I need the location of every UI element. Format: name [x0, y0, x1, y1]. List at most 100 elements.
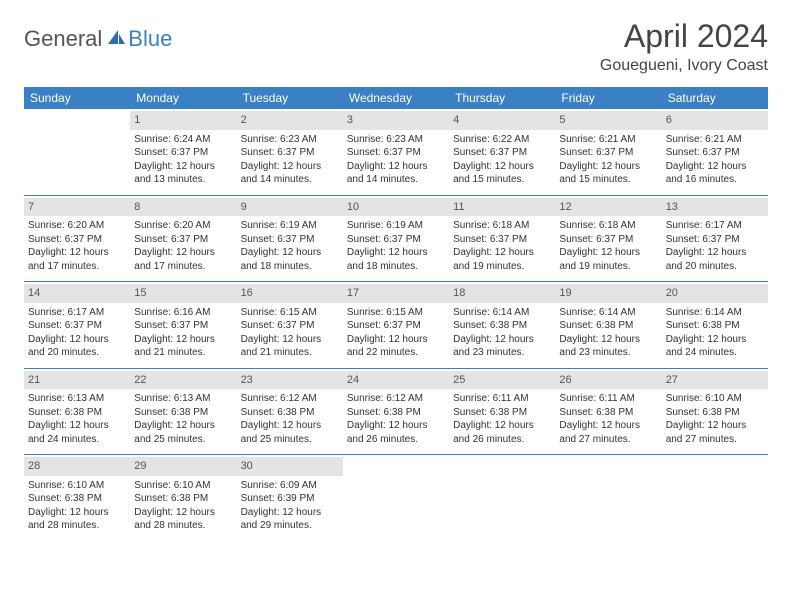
daylight-text: and 13 minutes. [134, 173, 232, 187]
daylight-text: Daylight: 12 hours [347, 246, 445, 260]
daylight-text: Daylight: 12 hours [347, 333, 445, 347]
daylight-text: and 21 minutes. [134, 346, 232, 360]
sunset-text: Sunset: 6:38 PM [28, 492, 126, 506]
sunset-text: Sunset: 6:37 PM [453, 233, 551, 247]
daylight-text: and 15 minutes. [559, 173, 657, 187]
day-number: 5 [555, 111, 661, 130]
sunrise-text: Sunrise: 6:18 AM [559, 219, 657, 233]
sunset-text: Sunset: 6:37 PM [134, 319, 232, 333]
sunset-text: Sunset: 6:38 PM [559, 406, 657, 420]
daylight-text: and 27 minutes. [559, 433, 657, 447]
daylight-text: Daylight: 12 hours [453, 246, 551, 260]
sunrise-text: Sunrise: 6:15 AM [347, 306, 445, 320]
sunset-text: Sunset: 6:37 PM [134, 233, 232, 247]
day-number: 11 [449, 198, 555, 217]
weekday-header: Thursday [449, 87, 555, 109]
calendar-cell: 2Sunrise: 6:23 AMSunset: 6:37 PMDaylight… [237, 109, 343, 195]
sunrise-text: Sunrise: 6:21 AM [666, 133, 764, 147]
daylight-text: and 23 minutes. [559, 346, 657, 360]
calendar-cell: 3Sunrise: 6:23 AMSunset: 6:37 PMDaylight… [343, 109, 449, 195]
sunrise-text: Sunrise: 6:12 AM [241, 392, 339, 406]
day-number: 19 [555, 284, 661, 303]
sunrise-text: Sunrise: 6:14 AM [666, 306, 764, 320]
calendar-cell: 20Sunrise: 6:14 AMSunset: 6:38 PMDayligh… [662, 282, 768, 368]
daylight-text: and 29 minutes. [241, 519, 339, 533]
daylight-text: Daylight: 12 hours [134, 160, 232, 174]
weekday-header: Wednesday [343, 87, 449, 109]
sunset-text: Sunset: 6:37 PM [666, 233, 764, 247]
daylight-text: and 20 minutes. [666, 260, 764, 274]
page-title: April 2024 [600, 18, 768, 55]
sunset-text: Sunset: 6:38 PM [666, 406, 764, 420]
sunrise-text: Sunrise: 6:10 AM [134, 479, 232, 493]
day-number: 8 [130, 198, 236, 217]
day-number: 3 [343, 111, 449, 130]
daylight-text: and 15 minutes. [453, 173, 551, 187]
calendar-cell: 18 Sunrise: 6:14 AMSunset: 6:38 PMDayligh… [449, 282, 555, 368]
sunset-text: Sunset: 6:37 PM [28, 233, 126, 247]
calendar-cell: 8Sunrise: 6:20 AMSunset: 6:37 PMDaylight… [130, 196, 236, 282]
sunset-text: Sunset: 6:38 PM [453, 319, 551, 333]
calendar-cell [555, 455, 661, 541]
sunrise-text: Sunrise: 6:15 AM [241, 306, 339, 320]
day-number: 21 [24, 371, 130, 390]
daylight-text: and 18 minutes. [347, 260, 445, 274]
weekday-header: Saturday [662, 87, 768, 109]
calendar-cell [449, 455, 555, 541]
calendar-cell [662, 455, 768, 541]
day-number: 25 [449, 371, 555, 390]
calendar-week-row: 7Sunrise: 6:20 AMSunset: 6:37 PMDaylight… [24, 196, 768, 282]
sunrise-text: Sunrise: 6:11 AM [453, 392, 551, 406]
daylight-text: Daylight: 12 hours [241, 419, 339, 433]
sunrise-text: Sunrise: 6:22 AM [453, 133, 551, 147]
sunset-text: Sunset: 6:37 PM [347, 146, 445, 160]
sunrise-text: Sunrise: 6:21 AM [559, 133, 657, 147]
day-number: 14 [24, 284, 130, 303]
sunrise-text: Sunrise: 6:12 AM [347, 392, 445, 406]
day-number: 13 [662, 198, 768, 217]
daylight-text: Daylight: 12 hours [347, 419, 445, 433]
sunset-text: Sunset: 6:37 PM [241, 233, 339, 247]
day-number: 1 [130, 111, 236, 130]
sunrise-text: Sunrise: 6:14 AM [559, 306, 657, 320]
day-number: 15 [130, 284, 236, 303]
title-block: April 2024 Gouegueni, Ivory Coast [600, 18, 768, 75]
sunrise-text: Sunrise: 6:20 AM [134, 219, 232, 233]
day-number: 12 [555, 198, 661, 217]
sunrise-text: Sunrise: 6:09 AM [241, 479, 339, 493]
sunrise-text: Sunrise: 6:13 AM [28, 392, 126, 406]
daylight-text: Daylight: 12 hours [559, 333, 657, 347]
daylight-text: Daylight: 12 hours [134, 333, 232, 347]
calendar-week-row: 14Sunrise: 6:17 AMSunset: 6:37 PMDayligh… [24, 282, 768, 368]
daylight-text: and 28 minutes. [134, 519, 232, 533]
daylight-text: Daylight: 12 hours [559, 246, 657, 260]
daylight-text: and 23 minutes. [453, 346, 551, 360]
calendar-cell: 25Sunrise: 6:11 AMSunset: 6:38 PMDayligh… [449, 369, 555, 455]
logo: General Blue [24, 26, 172, 52]
daylight-text: Daylight: 12 hours [28, 419, 126, 433]
sunrise-text: Sunrise: 6:10 AM [666, 392, 764, 406]
calendar-cell [343, 455, 449, 541]
day-number: 16 [237, 284, 343, 303]
sunrise-text: Sunrise: 6:14 AM [453, 306, 551, 320]
daylight-text: and 21 minutes. [241, 346, 339, 360]
day-number: 22 [130, 371, 236, 390]
header: General Blue April 2024 Gouegueni, Ivory… [24, 18, 768, 75]
calendar-cell: 16Sunrise: 6:15 AMSunset: 6:37 PMDayligh… [237, 282, 343, 368]
day-number: 18 [449, 284, 555, 303]
calendar-cell: 27Sunrise: 6:10 AMSunset: 6:38 PMDayligh… [662, 369, 768, 455]
sunrise-text: Sunrise: 6:10 AM [28, 479, 126, 493]
day-number: 17 [343, 284, 449, 303]
sunset-text: Sunset: 6:37 PM [347, 233, 445, 247]
sunset-text: Sunset: 6:38 PM [347, 406, 445, 420]
calendar-cell: 14Sunrise: 6:17 AMSunset: 6:37 PMDayligh… [24, 282, 130, 368]
calendar-cell: 19Sunrise: 6:14 AMSunset: 6:38 PMDayligh… [555, 282, 661, 368]
daylight-text: and 24 minutes. [666, 346, 764, 360]
daylight-text: Daylight: 12 hours [453, 333, 551, 347]
sunrise-text: Sunrise: 6:17 AM [28, 306, 126, 320]
day-number: 23 [237, 371, 343, 390]
daylight-text: and 14 minutes. [241, 173, 339, 187]
calendar-cell: 23Sunrise: 6:12 AMSunset: 6:38 PMDayligh… [237, 369, 343, 455]
daylight-text: and 14 minutes. [347, 173, 445, 187]
sunrise-text: Sunrise: 6:19 AM [347, 219, 445, 233]
